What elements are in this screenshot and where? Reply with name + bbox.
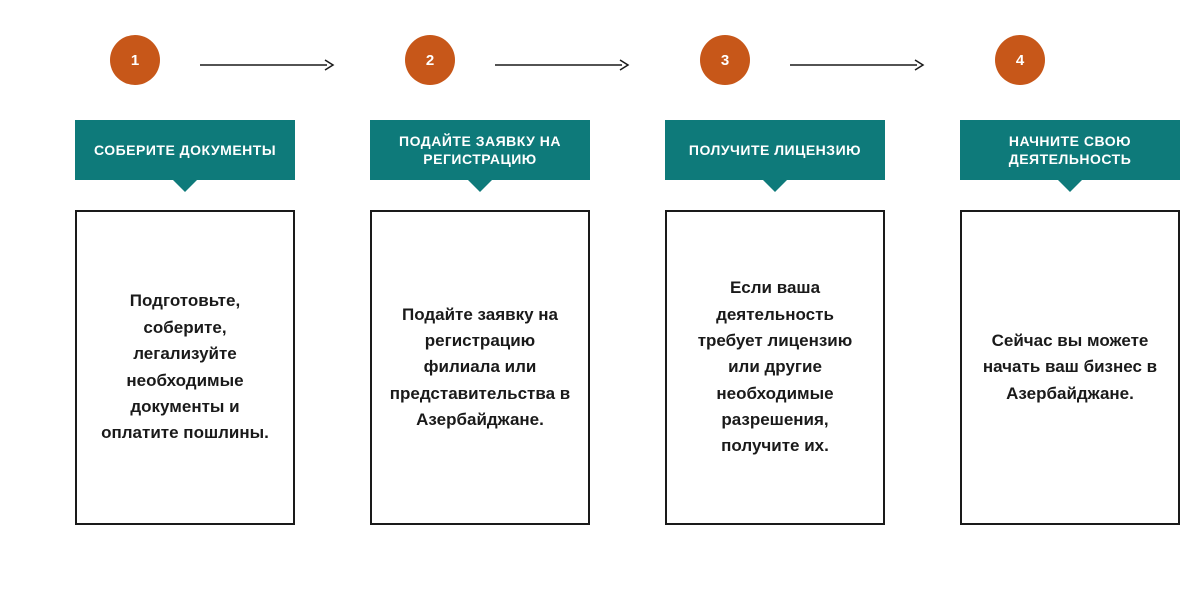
step-description-text: Подготовьте, соберите, легализуйте необх… — [93, 288, 277, 446]
step-label-text: НАЧНИТЕ СВОЮ ДЕЯТЕЛЬНОСТЬ — [968, 132, 1172, 168]
step-description-1: Подготовьте, соберите, легализуйте необх… — [75, 210, 295, 525]
step-circle-3: 3 — [700, 35, 750, 85]
label-pointer-icon — [763, 180, 787, 192]
step-circle-2: 2 — [405, 35, 455, 85]
label-pointer-icon — [1058, 180, 1082, 192]
step-description-text: Подайте заявку на регистрацию филиала ил… — [388, 302, 572, 434]
arrow-icon — [790, 58, 925, 60]
step-description-2: Подайте заявку на регистрацию филиала ил… — [370, 210, 590, 525]
step-label-text: ПОЛУЧИТЕ ЛИЦЕНЗИЮ — [689, 141, 861, 159]
step-circle-4: 4 — [995, 35, 1045, 85]
step-label-3: ПОЛУЧИТЕ ЛИЦЕНЗИЮ — [665, 120, 885, 180]
step-circle-1: 1 — [110, 35, 160, 85]
step-number: 1 — [131, 52, 139, 69]
step-description-3: Если ваша деятельность требует лицензию … — [665, 210, 885, 525]
label-pointer-icon — [173, 180, 197, 192]
label-pointer-icon — [468, 180, 492, 192]
process-diagram: 1 СОБЕРИТЕ ДОКУМЕНТЫ Подготовьте, соберите… — [0, 0, 1200, 600]
step-description-4: Сейчас вы можете начать ваш бизнес в Азе… — [960, 210, 1180, 525]
step-label-text: ПОДАЙТЕ ЗАЯВКУ НА РЕГИСТРАЦИЮ — [378, 132, 582, 168]
step-number: 4 — [1016, 52, 1024, 69]
step-number: 3 — [721, 52, 729, 69]
step-label-2: ПОДАЙТЕ ЗАЯВКУ НА РЕГИСТРАЦИЮ — [370, 120, 590, 180]
step-description-text: Если ваша деятельность требует лицензию … — [683, 275, 867, 459]
arrow-icon — [200, 58, 335, 60]
arrow-icon — [495, 58, 630, 60]
step-label-1: СОБЕРИТЕ ДОКУМЕНТЫ — [75, 120, 295, 180]
step-number: 2 — [426, 52, 434, 69]
step-label-4: НАЧНИТЕ СВОЮ ДЕЯТЕЛЬНОСТЬ — [960, 120, 1180, 180]
step-label-text: СОБЕРИТЕ ДОКУМЕНТЫ — [94, 141, 276, 159]
step-description-text: Сейчас вы можете начать ваш бизнес в Азе… — [978, 328, 1162, 407]
